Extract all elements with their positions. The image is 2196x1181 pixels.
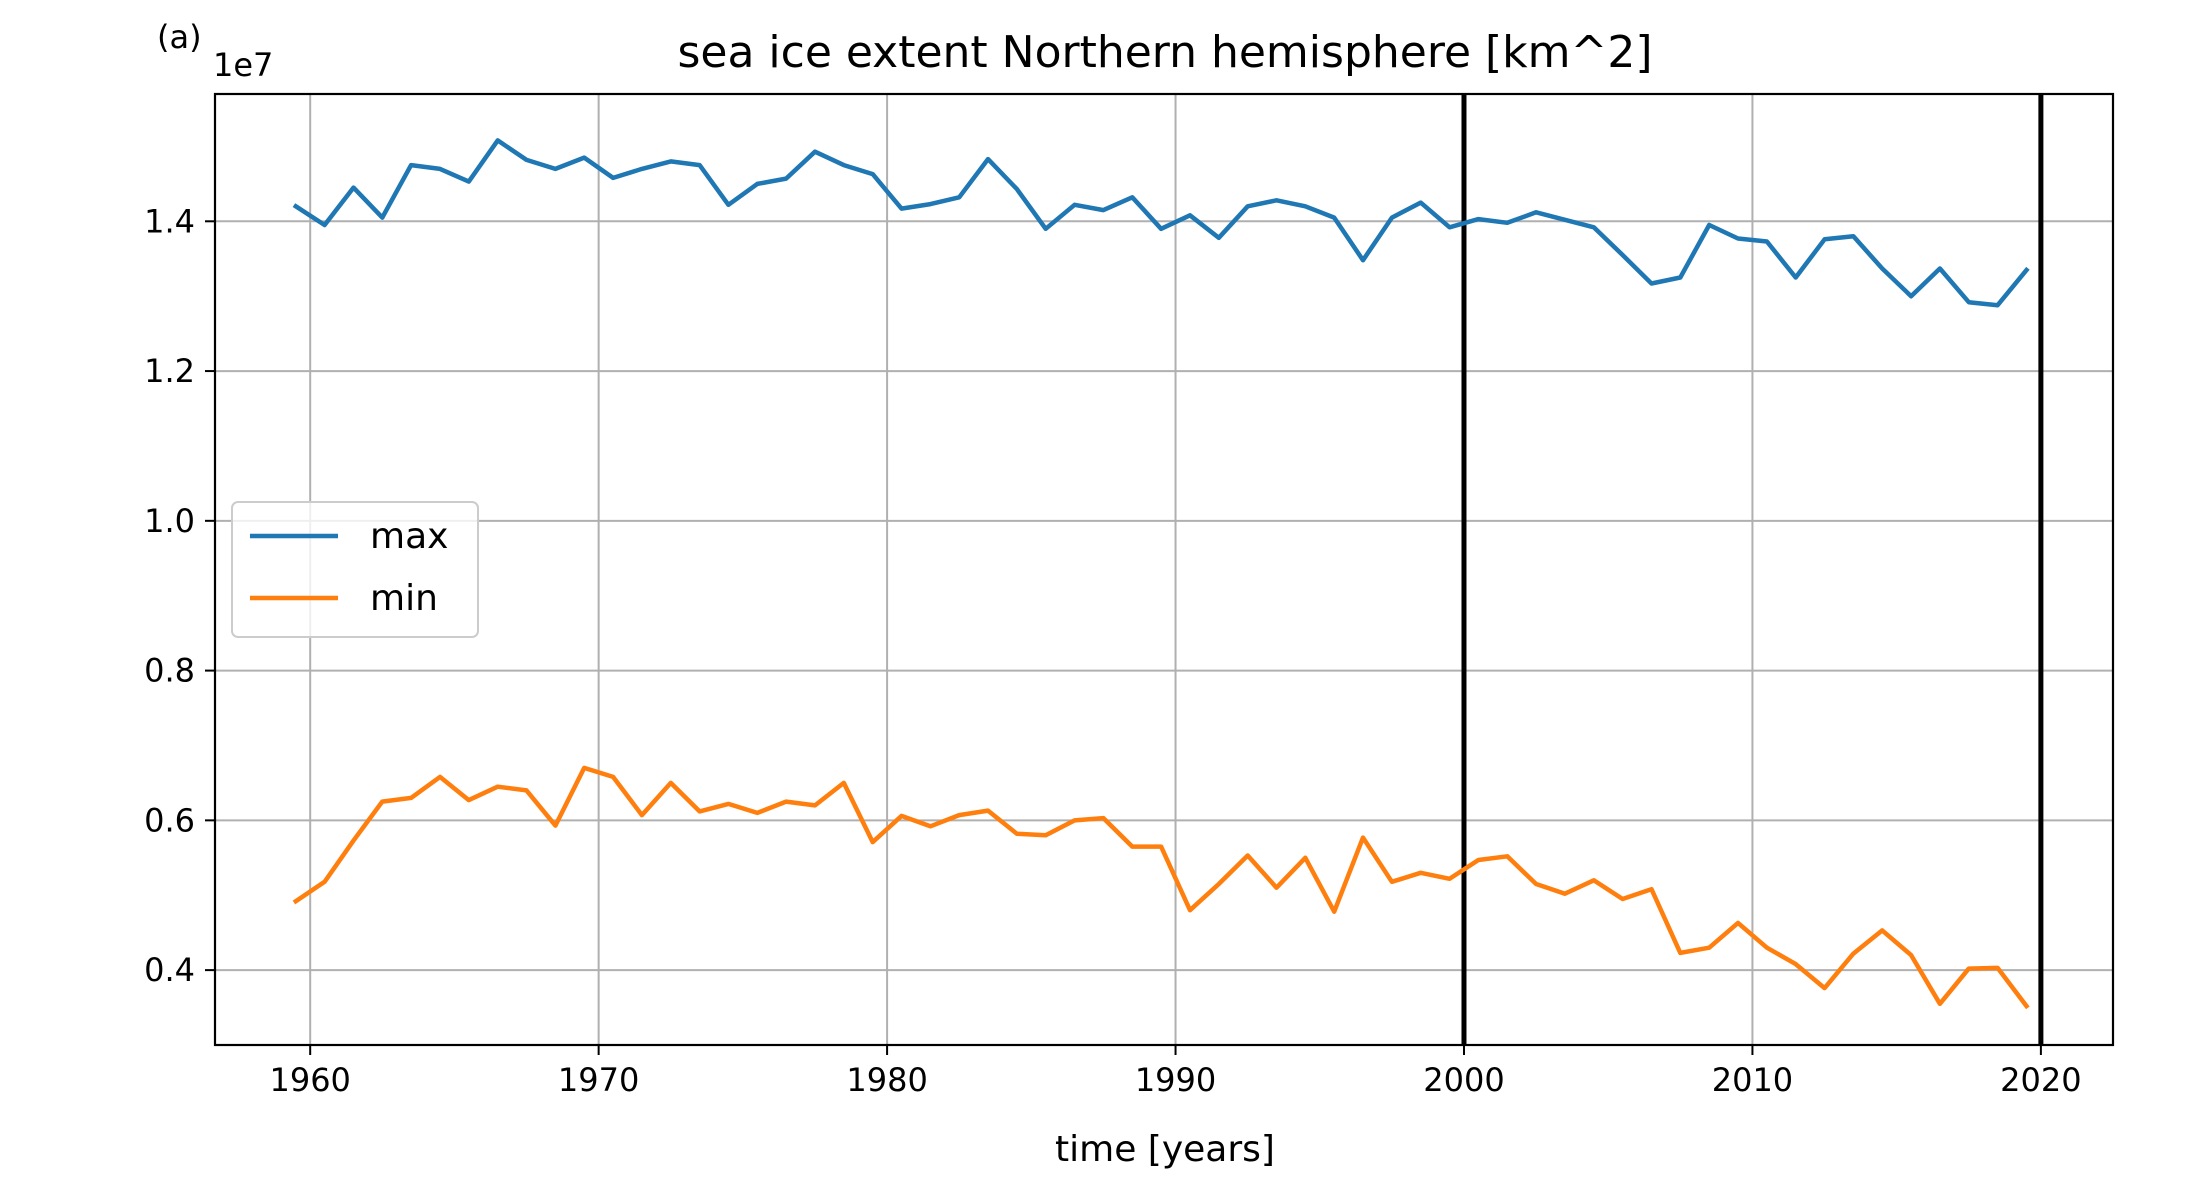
x-tick-label-1970: 1970 [558,1061,639,1099]
y-tick-label-1.2: 1.2 [144,352,195,390]
x-tick-label-2000: 2000 [1423,1061,1504,1099]
plot-frame [213,92,2115,1047]
legend-label-max: max [370,516,448,557]
y-offset-label: 1e7 [213,46,273,84]
x-tick-label-1990: 1990 [1135,1061,1216,1099]
panel-label: (a) [157,18,202,56]
series-lines [292,138,2030,1010]
grid-lines [215,94,2113,1045]
chart-title: sea ice extent Northern hemisphere [km^2… [677,27,1652,78]
x-tick-label-2020: 2020 [2000,1061,2081,1099]
y-tick-label-0.4: 0.4 [144,951,195,989]
x-tick-label-1980: 1980 [846,1061,927,1099]
series-line-max [292,138,2030,308]
legend-label-min: min [370,578,438,619]
y-tick-label-0.6: 0.6 [144,801,195,839]
y-tick-label-0.8: 0.8 [144,652,195,690]
series-line-min [292,765,2030,1010]
y-tick-label-1.0: 1.0 [144,502,195,540]
x-tick-label-1960: 1960 [269,1061,350,1099]
reference-lines [1461,94,2044,1045]
x-axis-label: time [years] [1055,1129,1275,1170]
legend: max min [231,501,479,638]
y-tick-label-1.4: 1.4 [144,202,195,240]
x-tick-label-2010: 2010 [1712,1061,1793,1099]
axis-ticks: 1960 1970 1980 1990 2000 2010 2020 0.4 0.6 0.8 1.0… [144,202,2081,1099]
